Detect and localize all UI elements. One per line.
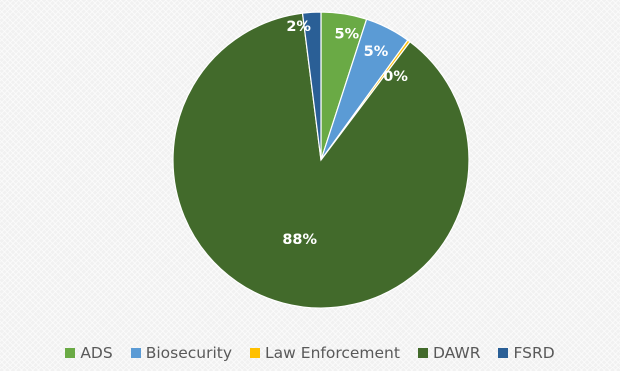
data-label-fsrd: 2% <box>286 19 311 35</box>
data-label-dawr: 88% <box>282 232 317 248</box>
legend-label: DAWR <box>432 344 481 362</box>
legend-label: Law Enforcement <box>265 344 400 362</box>
pie-slice-dawr <box>172 12 470 309</box>
legend-label: ADS <box>80 344 113 362</box>
legend-swatch <box>65 348 76 358</box>
legend-item-law-enforcement: Law Enforcement <box>250 344 400 362</box>
legend-item-fsrd: FSRD <box>498 344 555 362</box>
legend-swatch <box>250 348 261 358</box>
legend-item-ads: ADS <box>65 344 113 362</box>
pie-slice-fsrd <box>301 11 322 161</box>
legend-item-biosecurity: Biosecurity <box>130 344 233 362</box>
legend-item-dawr: DAWR <box>417 344 481 362</box>
data-label-biosecurity: 5% <box>364 44 389 60</box>
legend-swatch <box>130 348 141 358</box>
data-label-ads: 5% <box>335 26 360 42</box>
chart-legend: ADS Biosecurity Law Enforcement DAWR FSRD <box>0 342 620 364</box>
legend-swatch <box>417 348 428 358</box>
legend-label: FSRD <box>513 344 555 362</box>
legend-swatch <box>498 348 509 358</box>
data-label-law-enforcement: 0% <box>383 69 408 85</box>
legend-label: Biosecurity <box>145 344 233 362</box>
